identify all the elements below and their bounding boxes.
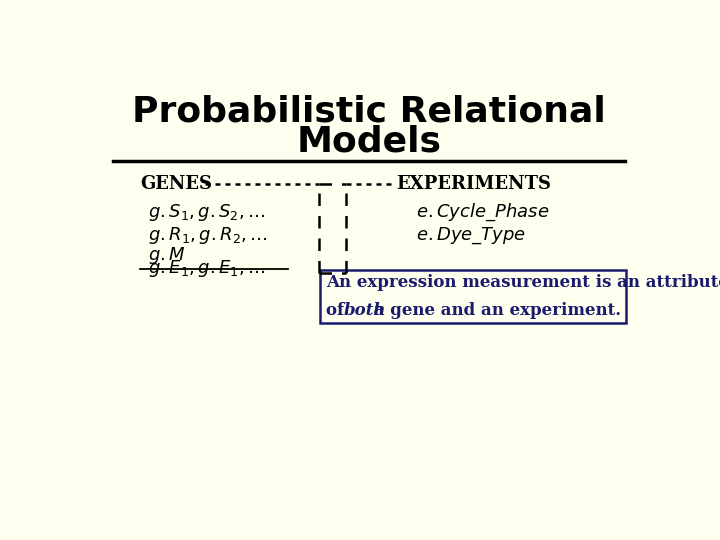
Text: $g.R_1, g.R_2, \ldots$: $g.R_1, g.R_2, \ldots$ [148, 225, 268, 246]
Text: $e.Dye\_Type$: $e.Dye\_Type$ [415, 226, 526, 246]
Bar [320, 271, 626, 323]
Text: An expression measurement is an attribute: An expression measurement is an attribut… [326, 274, 720, 291]
Text: $e.Cycle\_Phase$: $e.Cycle\_Phase$ [415, 202, 549, 224]
Text: $g.M$: $g.M$ [148, 245, 186, 266]
Text: Models: Models [297, 125, 441, 159]
Text: Probabilistic Relational: Probabilistic Relational [132, 94, 606, 128]
Text: EXPERIMENTS: EXPERIMENTS [396, 175, 551, 193]
Text: $g.S_1, g.S_2, \ldots$: $g.S_1, g.S_2, \ldots$ [148, 202, 266, 223]
Text: both: both [343, 302, 386, 319]
Text: $g.E_1, g.E_1, \ldots$: $g.E_1, g.E_1, \ldots$ [148, 258, 266, 279]
Text: a gene and an experiment.: a gene and an experiment. [368, 302, 621, 319]
Text: of: of [326, 302, 350, 319]
Text: GENES: GENES [140, 175, 212, 193]
